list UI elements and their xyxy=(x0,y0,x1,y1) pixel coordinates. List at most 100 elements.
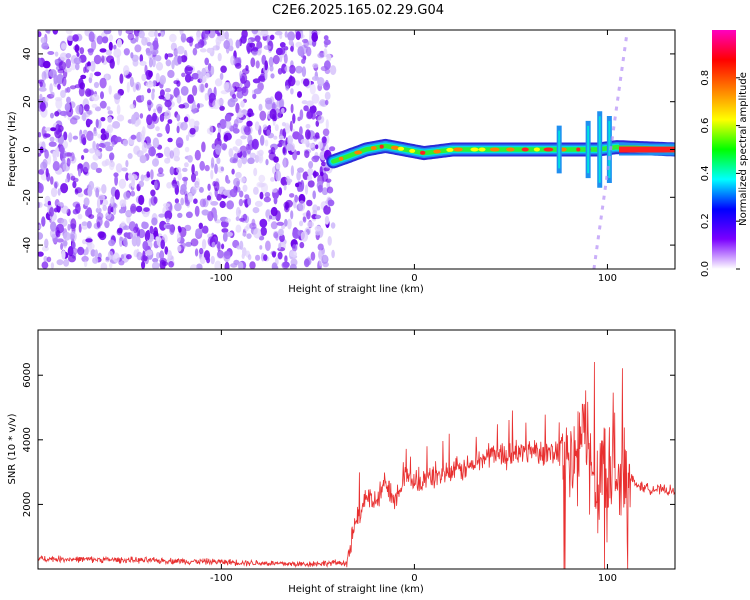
signal-hotspot xyxy=(470,147,479,152)
noise-blob xyxy=(287,218,292,230)
colorbar-bar xyxy=(712,30,736,269)
noise-blob xyxy=(70,63,76,71)
noise-blob xyxy=(66,34,75,41)
noise-blob xyxy=(213,212,218,222)
noise-blob xyxy=(118,209,125,214)
noise-blob xyxy=(230,97,238,103)
noise-blob xyxy=(226,179,231,184)
noise-blob xyxy=(105,145,114,152)
noise-blob xyxy=(50,91,55,98)
noise-blob xyxy=(109,262,113,269)
noise-blob xyxy=(223,251,232,260)
noise-blob xyxy=(290,88,294,95)
noise-blob xyxy=(125,254,132,260)
snr-x-label: Height of straight line (km) xyxy=(288,584,424,595)
noise-blob xyxy=(141,36,148,46)
noise-blob xyxy=(185,66,194,71)
noise-blob xyxy=(136,251,143,261)
noise-blob xyxy=(135,205,143,213)
noise-blob xyxy=(43,256,48,262)
noise-blob xyxy=(52,161,60,171)
noise-blob xyxy=(239,240,244,250)
noise-blob xyxy=(241,86,249,97)
noise-blob xyxy=(263,196,271,203)
noise-blob xyxy=(324,42,328,48)
noise-blob xyxy=(308,161,314,169)
noise-blob xyxy=(269,34,275,40)
noise-blob xyxy=(144,64,148,75)
noise-blob xyxy=(182,176,189,182)
noise-blob xyxy=(126,81,130,93)
noise-blob xyxy=(139,113,144,119)
noise-blob xyxy=(79,82,86,90)
noise-blob xyxy=(152,258,159,263)
noise-blob xyxy=(263,254,268,261)
noise-blob xyxy=(214,260,222,269)
noise-blob xyxy=(134,44,142,53)
noise-blob xyxy=(278,242,282,250)
noise-blob xyxy=(269,108,277,120)
noise-blob xyxy=(187,155,193,163)
noise-blob xyxy=(303,78,310,87)
noise-blob xyxy=(153,226,159,238)
noise-blob xyxy=(123,232,129,238)
noise-blob xyxy=(204,92,209,101)
noise-blob xyxy=(214,163,218,175)
noise-blob xyxy=(167,250,172,259)
noise-blob xyxy=(239,217,245,222)
noise-blob xyxy=(146,229,151,241)
noise-blob xyxy=(152,137,160,149)
signal-hotspot xyxy=(433,149,441,154)
noise-blob xyxy=(106,55,115,64)
signal-edge xyxy=(619,153,675,156)
noise-blob xyxy=(281,122,286,127)
noise-blob xyxy=(38,232,44,240)
noise-blob xyxy=(96,198,101,210)
noise-blob xyxy=(216,241,221,250)
snr-y-label: SNR (10 * v/v) xyxy=(7,413,18,484)
noise-blob xyxy=(199,198,207,208)
noise-blob xyxy=(104,73,109,81)
noise-blob xyxy=(221,228,229,233)
y-tick-label: 4000 xyxy=(22,427,33,452)
noise-blob xyxy=(59,110,68,117)
noise-blob xyxy=(277,143,283,148)
noise-blob xyxy=(49,83,53,94)
noise-blob xyxy=(156,133,163,138)
noise-blob xyxy=(164,124,170,132)
noise-blob xyxy=(194,205,200,217)
noise-blob xyxy=(61,76,67,87)
noise-blob xyxy=(305,129,311,140)
noise-blob xyxy=(219,72,224,81)
noise-blob xyxy=(60,183,69,194)
noise-blob xyxy=(295,182,300,188)
noise-blob xyxy=(139,54,144,63)
noise-blob xyxy=(300,138,308,144)
noise-blob xyxy=(50,176,54,185)
noise-blob xyxy=(258,103,263,111)
signal-hotspot xyxy=(379,144,384,149)
noise-blob xyxy=(317,115,325,124)
noise-blob xyxy=(249,261,256,269)
noise-blob xyxy=(130,190,136,197)
noise-blob xyxy=(173,48,178,57)
noise-blob xyxy=(295,31,301,41)
noise-blob xyxy=(140,134,145,145)
noise-blob xyxy=(146,114,153,126)
noise-blob xyxy=(222,232,228,242)
noise-blob xyxy=(43,133,51,138)
noise-blob xyxy=(152,158,159,167)
noise-blob xyxy=(81,221,88,226)
noise-blob xyxy=(97,231,105,239)
noise-blob xyxy=(284,124,291,134)
noise-blob xyxy=(55,230,61,238)
colorbar-tick-label: 0.0 xyxy=(700,261,711,277)
noise-blob xyxy=(145,81,154,88)
noise-blob xyxy=(236,112,244,118)
noise-blob xyxy=(52,150,57,159)
noise-blob xyxy=(301,100,308,105)
noise-blob xyxy=(69,117,78,125)
colorbar-tick-label: 0.2 xyxy=(700,213,711,229)
noise-blob xyxy=(287,76,296,87)
noise-blob xyxy=(199,160,205,171)
